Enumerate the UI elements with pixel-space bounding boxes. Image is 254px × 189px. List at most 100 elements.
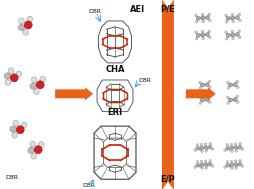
Circle shape (194, 31, 197, 34)
Circle shape (200, 30, 203, 33)
Circle shape (225, 144, 228, 146)
Circle shape (223, 149, 225, 151)
Circle shape (224, 14, 227, 17)
Circle shape (198, 87, 201, 89)
Circle shape (193, 166, 196, 168)
Circle shape (204, 83, 209, 87)
Circle shape (207, 95, 210, 98)
Circle shape (204, 150, 207, 152)
Circle shape (24, 21, 32, 29)
Circle shape (237, 36, 240, 39)
Circle shape (38, 142, 44, 147)
Circle shape (211, 148, 213, 150)
Circle shape (234, 150, 236, 152)
Circle shape (225, 33, 229, 37)
Circle shape (27, 16, 33, 22)
Circle shape (233, 163, 237, 166)
Text: E/P: E/P (160, 175, 174, 184)
Circle shape (229, 163, 233, 167)
Circle shape (36, 81, 44, 89)
Circle shape (233, 146, 237, 149)
Circle shape (208, 101, 210, 104)
Circle shape (226, 96, 228, 99)
Circle shape (201, 37, 204, 40)
Circle shape (237, 30, 240, 33)
Circle shape (238, 160, 241, 162)
Circle shape (235, 147, 237, 150)
Circle shape (230, 17, 232, 19)
Circle shape (10, 126, 16, 132)
Circle shape (207, 30, 210, 33)
Circle shape (204, 167, 207, 169)
Circle shape (5, 80, 11, 85)
Circle shape (235, 101, 238, 104)
Circle shape (224, 20, 227, 23)
Circle shape (205, 147, 207, 150)
Circle shape (21, 122, 27, 128)
Circle shape (230, 33, 234, 37)
Text: AEI: AEI (130, 5, 145, 14)
Circle shape (225, 146, 229, 150)
Text: D8R: D8R (88, 9, 101, 14)
Circle shape (234, 33, 239, 36)
Circle shape (225, 16, 229, 20)
Circle shape (200, 16, 204, 20)
Circle shape (23, 29, 28, 35)
Circle shape (208, 160, 211, 162)
Circle shape (228, 83, 232, 87)
Circle shape (226, 87, 229, 89)
Circle shape (230, 167, 232, 170)
Circle shape (225, 163, 229, 167)
Circle shape (199, 146, 203, 150)
Circle shape (224, 37, 227, 40)
Circle shape (234, 167, 236, 169)
Circle shape (207, 162, 211, 166)
Circle shape (200, 34, 202, 36)
Text: CHA: CHA (105, 65, 124, 74)
Circle shape (31, 77, 37, 83)
Circle shape (235, 95, 238, 98)
Circle shape (229, 146, 233, 150)
FancyArrow shape (185, 87, 215, 100)
Circle shape (200, 150, 203, 153)
Circle shape (231, 37, 233, 40)
Circle shape (28, 147, 34, 153)
Circle shape (230, 30, 233, 33)
Circle shape (229, 148, 231, 151)
Circle shape (230, 13, 233, 16)
Circle shape (40, 76, 45, 82)
Circle shape (34, 146, 42, 154)
Circle shape (208, 19, 210, 22)
Circle shape (199, 148, 201, 151)
Circle shape (195, 163, 199, 167)
Circle shape (230, 150, 232, 153)
Circle shape (229, 160, 232, 163)
Circle shape (200, 17, 202, 19)
Circle shape (238, 143, 241, 145)
Polygon shape (157, 0, 177, 189)
Circle shape (224, 31, 227, 34)
Circle shape (237, 13, 240, 16)
Circle shape (229, 165, 231, 168)
Circle shape (199, 143, 202, 146)
Circle shape (230, 16, 234, 20)
Circle shape (204, 98, 209, 102)
Circle shape (205, 164, 207, 167)
Circle shape (226, 102, 229, 104)
Circle shape (208, 143, 211, 145)
Circle shape (207, 80, 210, 83)
Circle shape (237, 162, 241, 166)
Circle shape (196, 16, 199, 20)
Circle shape (203, 163, 207, 166)
Circle shape (16, 71, 22, 77)
Circle shape (233, 143, 236, 145)
Circle shape (225, 160, 228, 163)
Text: D8R: D8R (82, 183, 95, 188)
Circle shape (233, 160, 236, 162)
Text: ERI: ERI (107, 108, 122, 117)
Circle shape (234, 15, 239, 19)
Circle shape (223, 166, 225, 168)
Circle shape (237, 145, 241, 149)
Circle shape (196, 33, 199, 37)
Circle shape (198, 102, 201, 104)
